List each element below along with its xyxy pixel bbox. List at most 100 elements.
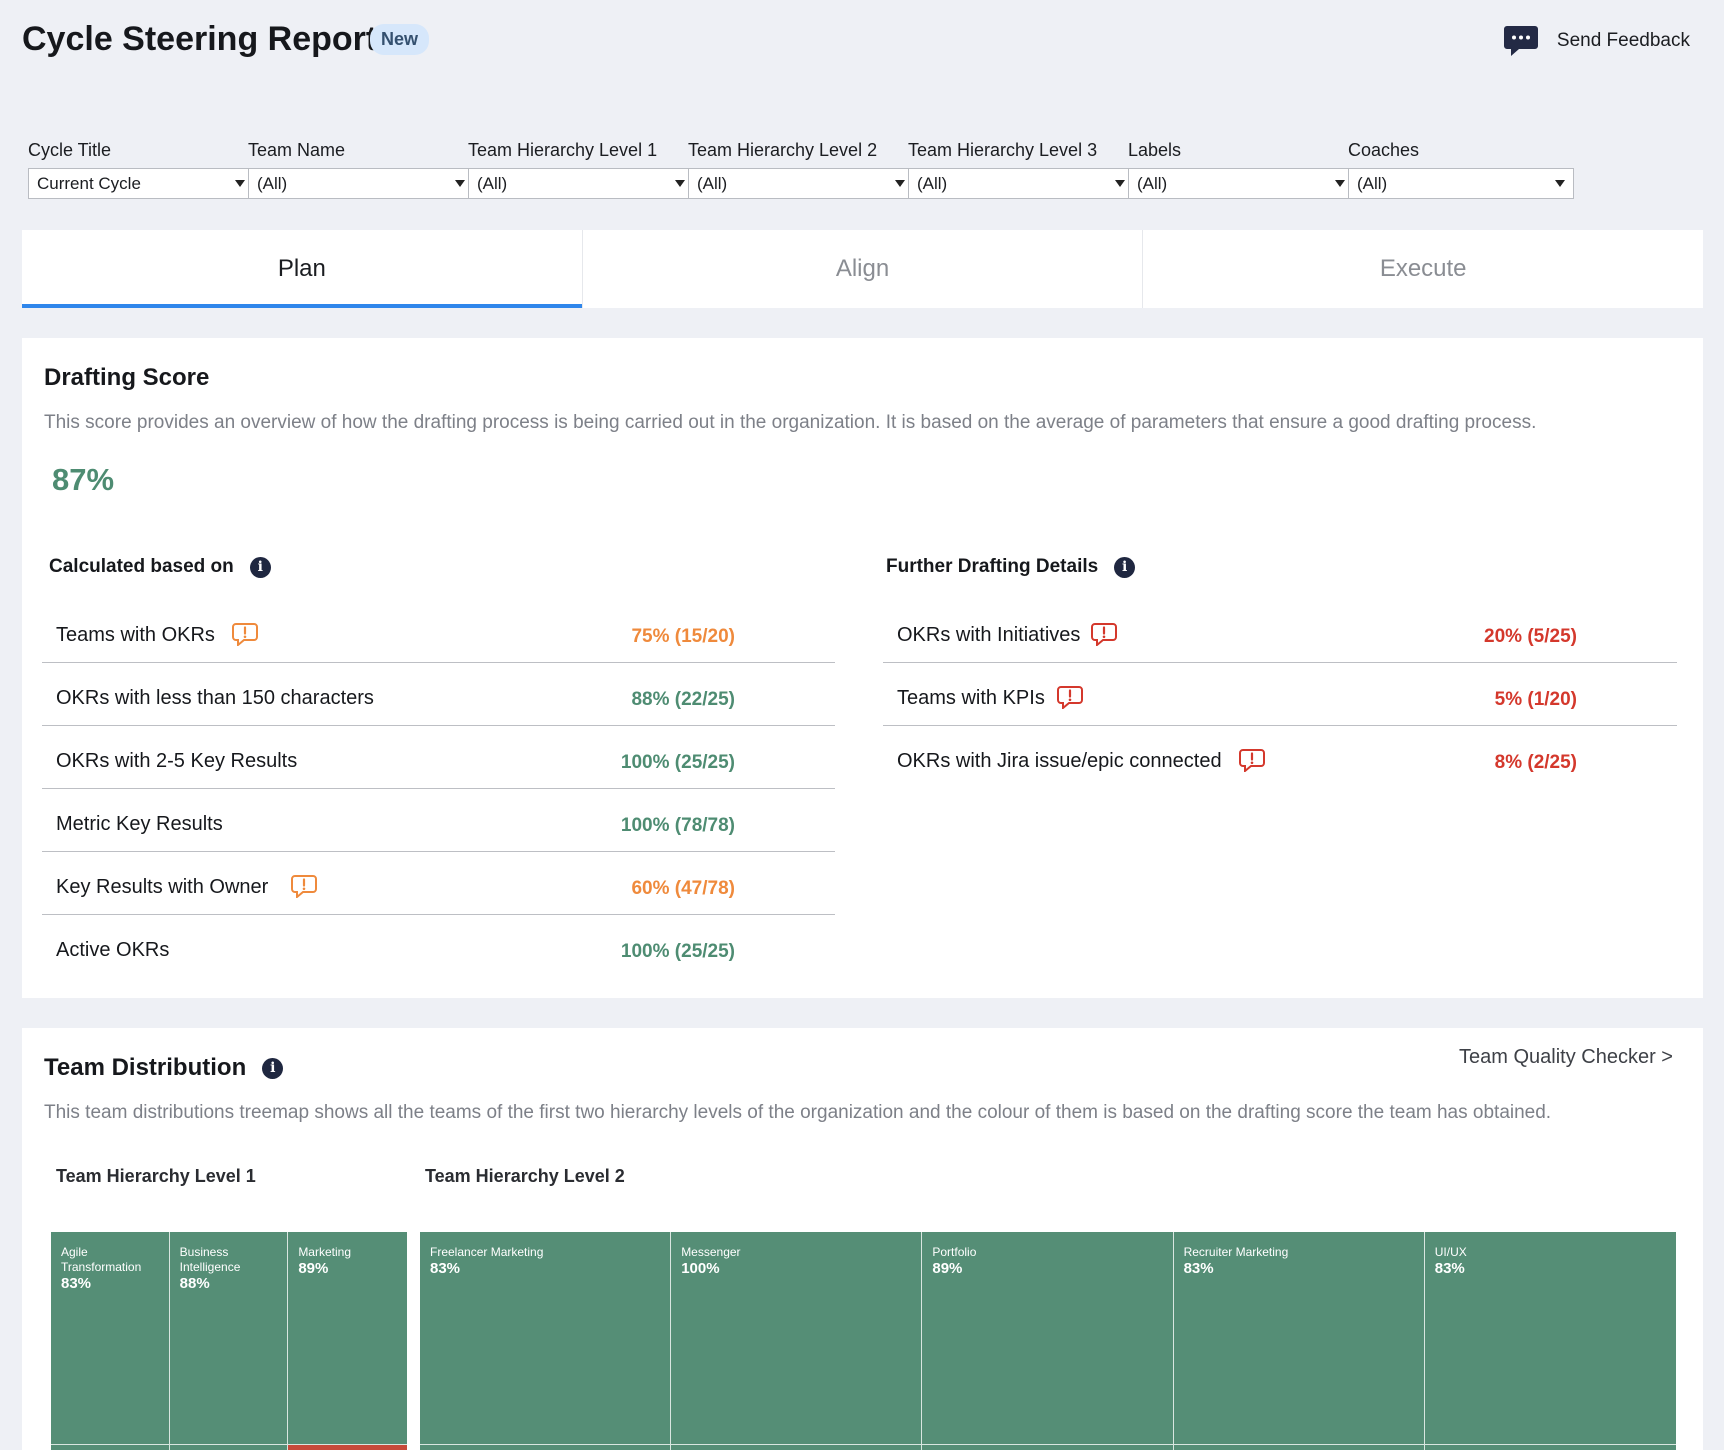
metric-name: OKRs with less than 150 characters: [56, 687, 374, 709]
team-distribution-title: Team Distribution: [44, 1054, 247, 1081]
cycle-title-select[interactable]: Current Cycle: [28, 168, 254, 199]
treemap-tile-freelancer-marketing[interactable]: Freelancer Marketing 83%: [420, 1232, 672, 1450]
labels-select[interactable]: (All): [1128, 168, 1354, 199]
metric-name: Teams with KPIs: [897, 687, 1045, 709]
tile-name: Portfolio: [932, 1245, 977, 1259]
calculated-heading: Calculated based on i: [49, 556, 271, 578]
report-tabs: Plan Align Execute: [22, 230, 1703, 308]
sub-tile[interactable]: [51, 1444, 169, 1450]
tile-score: 100%: [681, 1260, 720, 1277]
sub-tile[interactable]: [169, 1444, 288, 1450]
caret-down-icon: [1555, 180, 1565, 187]
alert-comment-icon[interactable]: [1057, 685, 1083, 711]
drafting-score-value: 87%: [52, 462, 115, 497]
sub-tile[interactable]: [1424, 1444, 1676, 1450]
tile-score: 88%: [179, 1275, 210, 1292]
filter-label: Team Name: [248, 140, 346, 160]
tile-score: 89%: [932, 1260, 963, 1277]
treemap-tile-agile-transformation[interactable]: Agile Transformation 83%: [51, 1232, 170, 1450]
team-distribution-card: Team Distribution i Team Quality Checker…: [22, 1028, 1703, 1450]
metric-row-okrs-with-2-5-key-results: OKRs with 2-5 Key Results 100% (25/25): [42, 726, 835, 789]
chat-bubble-icon: [1503, 26, 1538, 56]
alert-comment-icon[interactable]: [1091, 622, 1117, 648]
caret-down-icon: [895, 180, 905, 187]
filter-label: Coaches: [1348, 140, 1420, 160]
filter-labels: Labels (All): [1128, 140, 1354, 199]
metric-name: OKRs with Initiatives: [897, 624, 1081, 646]
page-title: Cycle Steering Report: [22, 20, 378, 58]
alert-comment-icon[interactable]: [1239, 748, 1265, 774]
filter-coaches: Coaches (All): [1348, 140, 1574, 199]
treemap-tile-ui-ux[interactable]: UI/UX 83%: [1424, 1232, 1676, 1450]
metric-row-metric-key-results: Metric Key Results 100% (78/78): [42, 789, 835, 852]
filter-bar: Cycle Title Current Cycle Team Name (All…: [28, 140, 1698, 200]
team-distribution-heading: Team Distribution i: [44, 1054, 284, 1082]
tile-name: Freelancer Marketing: [430, 1245, 544, 1259]
treemap-tile-portfolio[interactable]: Portfolio 89%: [922, 1232, 1174, 1450]
tile-name: Business Intelligence: [179, 1245, 241, 1274]
filter-label: Team Hierarchy Level 1: [468, 140, 658, 160]
hierarchy-level-3-select[interactable]: (All): [908, 168, 1134, 199]
tile-score: 83%: [430, 1260, 461, 1277]
metric-value: 5% (1/20): [1494, 689, 1577, 710]
treemap-tile-business-intelligence[interactable]: Business Intelligence 88%: [169, 1232, 289, 1450]
hierarchy-level-1-select[interactable]: (All): [468, 168, 694, 199]
send-feedback-label: Send Feedback: [1556, 30, 1690, 51]
calculated-metrics-list: Teams with OKRs 75% (15/20) OKRs with less…: [42, 600, 835, 978]
level-2-heading: Team Hierarchy Level 2: [425, 1166, 625, 1186]
caret-down-icon: [455, 180, 465, 187]
tile-score: 83%: [1434, 1260, 1465, 1277]
drafting-score-card: Drafting Score This score provides an ov…: [22, 338, 1703, 998]
metric-value: 75% (15/20): [631, 626, 735, 647]
info-icon[interactable]: i: [1114, 556, 1136, 578]
filter-team-name: Team Name (All): [248, 140, 474, 199]
page-header: Cycle Steering Report New Send Feedback: [0, 0, 1724, 80]
alert-comment-icon[interactable]: [291, 874, 317, 900]
level-2-treemap: Freelancer Marketing 83% Messenger 100% Port…: [420, 1232, 1676, 1450]
sub-tile[interactable]: [288, 1444, 407, 1450]
filter-value: (All): [257, 173, 288, 193]
coaches-select[interactable]: (All): [1348, 168, 1574, 199]
tab-align[interactable]: Align: [583, 230, 1144, 308]
tile-name: Marketing: [298, 1245, 351, 1259]
tile-score: 83%: [61, 1275, 92, 1292]
info-icon[interactable]: i: [249, 556, 271, 578]
team-quality-checker-link[interactable]: Team Quality Checker >: [1459, 1046, 1673, 1068]
filter-cycle-title: Cycle Title Current Cycle: [28, 140, 254, 199]
sub-tile[interactable]: [671, 1444, 922, 1450]
further-heading-label: Further Drafting Details: [886, 556, 1099, 577]
metric-name: Active OKRs: [56, 939, 170, 961]
metric-row-teams-with-okrs: Teams with OKRs 75% (15/20): [42, 600, 835, 663]
treemap-tile-marketing[interactable]: Marketing 89%: [288, 1232, 407, 1450]
alert-comment-icon[interactable]: [232, 622, 258, 648]
metric-value: 20% (5/25): [1484, 626, 1577, 647]
tab-execute[interactable]: Execute: [1379, 255, 1467, 282]
sub-tile[interactable]: [420, 1444, 671, 1450]
filter-label: Labels: [1128, 140, 1182, 160]
further-heading: Further Drafting Details i: [886, 556, 1136, 578]
team-distribution-description: This team distributions treemap shows al…: [44, 1102, 1552, 1123]
info-icon[interactable]: i: [262, 1057, 284, 1079]
calculated-heading-label: Calculated based on: [49, 556, 234, 577]
metric-value: 100% (25/25): [620, 752, 735, 773]
metric-name: Teams with OKRs: [56, 624, 215, 646]
metric-row-okrs-with-initiatives: OKRs with Initiatives 20% (5/25): [883, 600, 1677, 663]
metric-row-okrs-with-less-than-150-characters: OKRs with less than 150 characters 88% (2…: [42, 663, 835, 726]
treemap-tile-messenger[interactable]: Messenger 100%: [671, 1232, 923, 1450]
hierarchy-level-2-select[interactable]: (All): [688, 168, 914, 199]
metric-value: 60% (47/78): [631, 878, 735, 899]
sub-tile[interactable]: [1173, 1444, 1424, 1450]
treemap-tile-recruiter-marketing[interactable]: Recruiter Marketing 83%: [1173, 1232, 1425, 1450]
filter-value: (All): [477, 173, 508, 193]
metric-value: 100% (78/78): [620, 815, 735, 836]
send-feedback-button[interactable]: Send Feedback: [1503, 24, 1690, 58]
tab-plan[interactable]: Plan: [22, 230, 583, 308]
team-name-select[interactable]: (All): [248, 168, 474, 199]
filter-hierarchy-1: Team Hierarchy Level 1 (All): [468, 140, 694, 199]
filter-value: (All): [697, 173, 728, 193]
sub-tile[interactable]: [922, 1444, 1173, 1450]
tile-name: UI/UX: [1434, 1245, 1467, 1259]
metric-name: Metric Key Results: [56, 813, 223, 835]
caret-down-icon: [675, 180, 685, 187]
caret-down-icon: [235, 180, 245, 187]
